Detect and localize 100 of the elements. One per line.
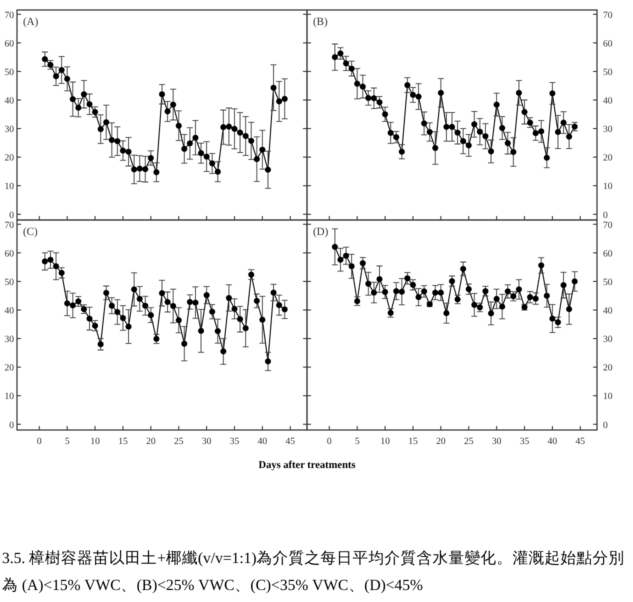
x-axis-title: Days after treatments [258, 460, 356, 471]
point [70, 302, 76, 308]
point [538, 128, 544, 134]
point [209, 308, 216, 315]
text: (D) [313, 226, 329, 238]
point [164, 108, 171, 114]
y-tick-label: 20 [603, 154, 613, 164]
point [198, 150, 204, 156]
point [176, 122, 182, 129]
point [153, 169, 160, 176]
x-tick-label: 15 [408, 437, 418, 447]
y-tick-label: 20 [4, 364, 14, 374]
x-tick-label: 45 [286, 437, 296, 447]
point [332, 244, 338, 250]
point [443, 124, 450, 130]
point [494, 102, 500, 108]
point [566, 306, 572, 312]
y-tick-label: 30 [4, 125, 14, 136]
point [136, 166, 143, 172]
point [560, 282, 567, 288]
point [92, 109, 98, 115]
y-tick-label: 50 [4, 68, 14, 78]
point [131, 166, 138, 172]
point [270, 84, 277, 91]
y-tick-label: 10 [4, 392, 14, 402]
point [410, 92, 416, 98]
point [181, 146, 188, 152]
x-tick-label: 30 [202, 437, 212, 447]
y-tick-label: 60 [603, 249, 613, 260]
x-tick-label: 0 [36, 437, 42, 447]
point [103, 119, 110, 126]
x-tick-label: 30 [492, 437, 502, 447]
y-tick-label: 60 [603, 39, 613, 50]
point [254, 298, 260, 304]
y-tick-label: 50 [4, 278, 14, 288]
point [270, 290, 277, 296]
point [47, 256, 54, 263]
point [126, 324, 132, 330]
x-tick-label: 5 [354, 437, 360, 447]
point [398, 148, 405, 155]
x-tick-label: 45 [576, 437, 586, 447]
point [549, 316, 556, 322]
point [343, 252, 350, 259]
point [348, 66, 355, 72]
y-tick-label: 60 [4, 39, 14, 50]
point [522, 109, 528, 115]
point [232, 126, 238, 132]
point [527, 294, 534, 300]
point [416, 94, 422, 100]
point [532, 130, 539, 136]
point [170, 102, 176, 108]
point [398, 288, 405, 295]
point [237, 316, 244, 322]
point [393, 134, 400, 140]
point [370, 95, 377, 102]
y-tick-label: 20 [4, 154, 14, 164]
point [259, 146, 266, 153]
x-tick-label: 35 [520, 437, 530, 447]
point [142, 302, 148, 309]
point [549, 90, 556, 96]
x-tick-label: 5 [64, 437, 70, 447]
point [516, 90, 522, 96]
point [499, 125, 506, 131]
point [220, 348, 226, 354]
point [370, 290, 377, 296]
point [108, 137, 115, 143]
point [159, 290, 165, 296]
y-tick-label: 40 [603, 306, 613, 316]
point [86, 316, 92, 322]
x-tick-label: 0 [326, 437, 332, 447]
point [120, 148, 126, 154]
y-tick-label: 10 [603, 182, 613, 192]
point [360, 260, 366, 266]
point [131, 286, 138, 292]
y-tick-label: 70 [603, 220, 613, 231]
y-tick-label: 70 [4, 10, 14, 21]
point [232, 306, 238, 312]
point [148, 155, 154, 161]
point [560, 120, 567, 126]
x-tick-label: 35 [230, 437, 240, 447]
point [476, 128, 483, 135]
point [488, 310, 494, 316]
point [126, 148, 132, 155]
y-tick-label: 70 [4, 220, 14, 231]
point [276, 302, 282, 308]
point [449, 124, 455, 130]
y-tick-label: 50 [603, 278, 613, 288]
point [382, 289, 388, 295]
point [114, 309, 120, 315]
point [220, 124, 226, 130]
x-tick-label: 20 [146, 437, 156, 447]
y-tick-label: 0 [9, 210, 14, 221]
y-tick-label: 30 [4, 335, 14, 346]
point [64, 76, 70, 82]
point [421, 288, 428, 294]
point [237, 130, 244, 136]
point [164, 299, 171, 305]
point [504, 288, 511, 294]
point [42, 258, 48, 264]
text: (B) [313, 16, 328, 28]
